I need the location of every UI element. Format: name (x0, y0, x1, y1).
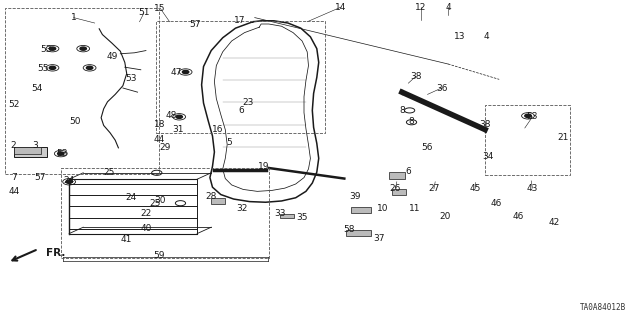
Text: 51: 51 (138, 8, 150, 17)
Bar (14, 147, 41, 154)
Text: 57: 57 (189, 20, 201, 28)
Text: 43: 43 (527, 184, 538, 193)
Bar (156, 21, 325, 133)
Text: 57: 57 (34, 173, 45, 182)
Text: 28: 28 (205, 192, 217, 201)
Text: 4: 4 (484, 32, 489, 41)
Circle shape (182, 70, 189, 74)
Bar (485, 105, 570, 175)
Text: 27: 27 (428, 184, 440, 193)
Circle shape (66, 180, 72, 183)
Text: 46: 46 (513, 212, 524, 221)
Bar (346, 230, 371, 236)
Circle shape (176, 115, 182, 118)
Text: 45: 45 (469, 184, 481, 193)
Text: 11: 11 (409, 204, 420, 212)
Text: 56: 56 (422, 143, 433, 152)
Text: 18: 18 (154, 120, 166, 129)
Text: 33: 33 (275, 209, 286, 218)
Text: 6: 6 (406, 167, 411, 176)
Text: 26: 26 (390, 184, 401, 193)
Bar (5, 8, 159, 174)
Text: 41: 41 (121, 235, 132, 244)
Text: 37: 37 (373, 234, 385, 243)
Text: 14: 14 (335, 3, 347, 12)
Text: 29: 29 (159, 143, 171, 152)
Text: 40: 40 (140, 224, 152, 233)
Text: 15: 15 (154, 4, 166, 12)
Circle shape (58, 152, 64, 155)
Circle shape (49, 47, 56, 50)
Text: 17: 17 (234, 16, 246, 25)
Text: 34: 34 (482, 152, 493, 161)
Text: TA0A84012B: TA0A84012B (580, 303, 626, 312)
Text: 22: 22 (140, 209, 152, 218)
Text: 58: 58 (343, 225, 355, 234)
Text: 8: 8 (399, 106, 404, 115)
Circle shape (525, 114, 531, 117)
Text: 8: 8 (409, 117, 414, 126)
Text: 47: 47 (170, 68, 182, 76)
Bar (14, 147, 47, 157)
Text: 38: 38 (479, 120, 491, 129)
Text: 50: 50 (70, 117, 81, 126)
Text: 4: 4 (445, 3, 451, 12)
Text: 48: 48 (166, 111, 177, 120)
Text: 53: 53 (40, 45, 52, 54)
Text: 13: 13 (454, 32, 465, 41)
Text: 21: 21 (557, 133, 569, 142)
Text: 49: 49 (106, 52, 118, 60)
Text: 1: 1 (71, 13, 76, 22)
Text: 20: 20 (439, 212, 451, 221)
Text: 25: 25 (103, 168, 115, 177)
Bar (280, 214, 294, 218)
Text: 16: 16 (212, 125, 223, 134)
Text: 30: 30 (154, 196, 166, 205)
Text: 6: 6 (239, 106, 244, 115)
Text: 59: 59 (153, 251, 164, 260)
Text: 12: 12 (415, 3, 427, 12)
Text: 19: 19 (258, 162, 269, 171)
Text: 38: 38 (410, 72, 422, 81)
Circle shape (49, 66, 56, 69)
Text: 32: 32 (236, 204, 248, 212)
Text: 55: 55 (37, 64, 49, 73)
Text: 25: 25 (150, 199, 161, 208)
Text: 53: 53 (527, 112, 538, 121)
Text: 31: 31 (172, 125, 184, 134)
Text: 7: 7 (12, 173, 17, 182)
Text: 42: 42 (548, 218, 560, 227)
Text: 52: 52 (8, 100, 20, 108)
Bar (389, 172, 405, 179)
Text: 44: 44 (153, 135, 164, 144)
Circle shape (80, 47, 86, 50)
Text: 23: 23 (243, 98, 254, 107)
Text: 24: 24 (63, 176, 75, 185)
Text: FR.: FR. (46, 248, 65, 258)
Bar (351, 207, 371, 213)
Text: 10: 10 (377, 204, 388, 212)
Text: 53: 53 (56, 149, 68, 158)
Text: 35: 35 (296, 213, 308, 222)
Bar (211, 198, 225, 204)
Text: 24: 24 (125, 193, 137, 202)
Text: 53: 53 (125, 74, 137, 83)
Text: 2: 2 (10, 141, 15, 150)
Bar (61, 168, 269, 258)
Text: 46: 46 (491, 199, 502, 208)
Bar (392, 189, 406, 195)
Text: 36: 36 (436, 84, 447, 92)
Circle shape (86, 66, 93, 69)
Text: 54: 54 (31, 84, 42, 93)
Text: 39: 39 (349, 192, 361, 201)
Text: 3: 3 (33, 141, 38, 150)
Text: 5: 5 (227, 138, 232, 147)
Text: 44: 44 (8, 188, 20, 196)
